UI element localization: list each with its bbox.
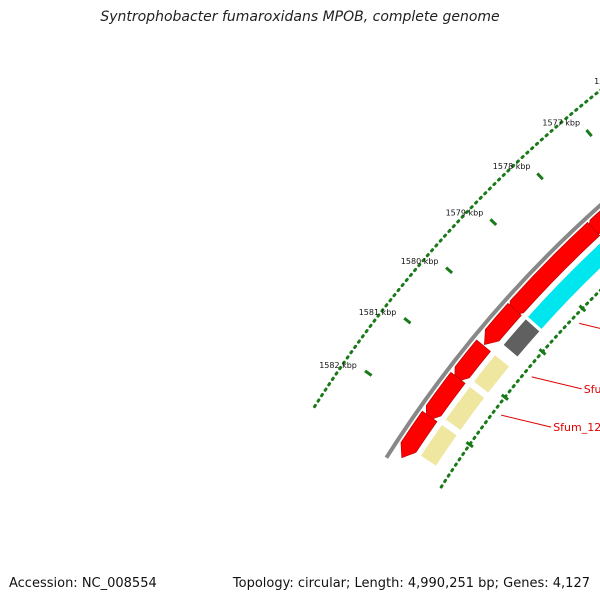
backbone-line [384,202,600,459]
kbp-inner-tick-mark [578,304,587,313]
gene-label[interactable]: Sfum_1280 [553,421,600,434]
cog-category-band [528,243,600,329]
kbp-tick-label: 1577 kbp [542,118,580,127]
backbone-layer [384,202,600,459]
accession-label: Accession: NC_008554 [9,576,157,591]
kbp-tick-mark [489,218,498,227]
gene-layer [400,210,600,466]
forward-cds-arrow[interactable] [454,339,491,383]
kbp-tick-mark [536,172,544,181]
kbp-tick-mark [445,266,454,275]
forward-cds-arrow[interactable] [400,410,438,459]
kbp-tick-mark [364,369,373,377]
kbp-tick-label: 1576 kbp [594,77,600,86]
genome-title: Syntrophobacter fumaroxidans MPOB, compl… [100,9,500,25]
topology-label: Topology: circular; Length: 4,990,251 bp… [232,576,590,591]
kbp-tick-label: 1579 kbp [446,208,484,217]
kbp-tick-label: 1582 kbp [319,361,357,370]
kbp-tick-label: 1578 kbp [493,162,531,171]
kbp-tick-label: 1580 kbp [401,257,439,266]
cog-category-band [474,355,509,393]
kbp-tick-mark [585,129,593,138]
cog-category-band [503,319,540,357]
cog-category-band [445,386,485,430]
kbp-tick-mark [403,317,412,325]
gene-label-layer: Sfum_1271Sfum_1273Sfum_1274Sfum_1275Sfum… [501,322,600,434]
gene-label-leader [579,322,600,329]
dotted-guide-layer [310,88,600,493]
gene-label[interactable]: Sfum_1279 [584,383,600,396]
gene-label-leader [531,376,582,390]
outer-dotted-guide [310,88,600,413]
kbp-inner-tick-mark [500,393,509,401]
kbp-inner-tick-mark [538,348,547,356]
forward-cds-arrow[interactable] [425,371,466,422]
cog-category-band [421,425,457,466]
kbp-tick-layer: 1572 kbp1573 kbp1574 kbp1575 kbp1576 kbp… [319,77,600,449]
kbp-tick-label: 1581 kbp [359,308,397,317]
kbp-inner-tick-mark [465,441,474,449]
gene-label-leader [501,414,552,428]
forward-cds-arrow[interactable] [484,302,522,346]
